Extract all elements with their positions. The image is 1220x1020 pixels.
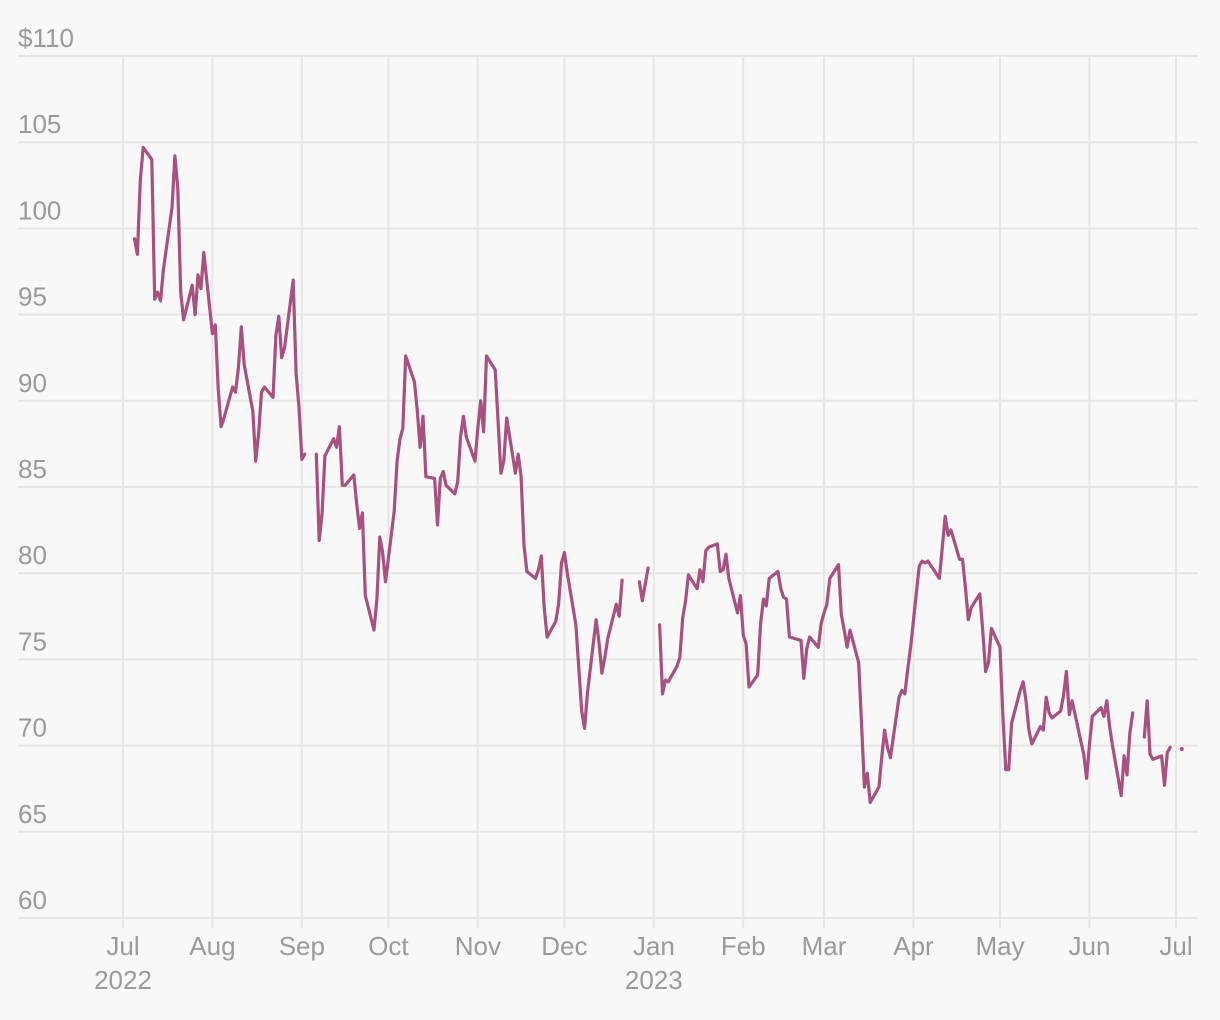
series-line-segment (132, 145, 307, 463)
price-series (132, 145, 1184, 805)
x-tick-label: Jul (1159, 931, 1192, 961)
y-tick-label: 90 (18, 368, 47, 398)
grid (18, 55, 1198, 928)
y-tick-label: 60 (18, 885, 47, 915)
x-axis-ticks: Jul 2022 Aug Sep Oct Nov Dec Jan 2023 Feb Mar Apr Ma… (94, 931, 1193, 995)
x-tick-year-label: 2022 (94, 965, 152, 995)
x-tick-label: Nov (455, 931, 501, 961)
y-tick-label: $110 (18, 23, 74, 53)
x-tick-label: Feb (721, 931, 766, 961)
y-tick-label: 85 (18, 454, 47, 484)
y-tick-label: 80 (18, 540, 47, 570)
x-tick-year-label: 2023 (625, 965, 683, 995)
y-tick-label: 75 (18, 626, 47, 656)
x-tick-label: Dec (541, 931, 587, 961)
series-line-segment (314, 354, 624, 731)
y-axis-ticks: $110 105 100 95 90 85 80 75 70 65 60 (18, 23, 74, 915)
y-tick-label: 65 (18, 799, 47, 829)
x-tick-label: Apr (893, 931, 934, 961)
x-tick-label: Oct (368, 931, 409, 961)
x-tick-label: Sep (279, 931, 325, 961)
data-point (1179, 747, 1184, 752)
x-tick-label: Jun (1068, 931, 1110, 961)
y-tick-label: 95 (18, 282, 47, 312)
x-tick-label: Jul (106, 931, 139, 961)
x-tick-label: May (975, 931, 1024, 961)
series-line-segment (1142, 699, 1172, 787)
y-tick-label: 70 (18, 713, 47, 743)
y-tick-label: 100 (18, 195, 61, 225)
series-line-segment (637, 566, 650, 603)
x-tick-label: Aug (189, 931, 235, 961)
x-tick-label: Jan (633, 931, 675, 961)
x-tick-label: Mar (802, 931, 847, 961)
y-tick-label: 105 (18, 109, 61, 139)
series-line-segment (657, 514, 1135, 805)
